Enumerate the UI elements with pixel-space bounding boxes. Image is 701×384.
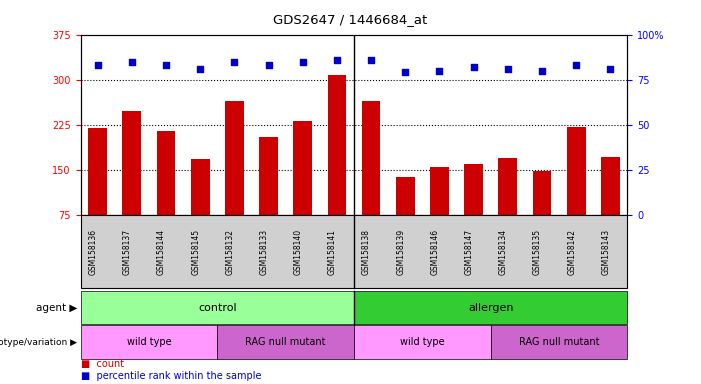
Point	[229, 59, 240, 65]
Text: GSM158141: GSM158141	[328, 228, 337, 275]
Point	[434, 68, 445, 74]
Bar	[225, 101, 244, 215]
Bar	[191, 159, 210, 215]
Text: wild type: wild type	[400, 337, 444, 347]
Bar	[533, 171, 552, 215]
Bar	[293, 121, 312, 215]
Point	[571, 62, 582, 68]
Point	[161, 62, 172, 68]
Text: GSM158143: GSM158143	[601, 228, 611, 275]
Text: ■  percentile rank within the sample: ■ percentile rank within the sample	[81, 371, 261, 381]
Text: GDS2647 / 1446684_at: GDS2647 / 1446684_at	[273, 13, 428, 26]
Bar	[88, 128, 107, 215]
Point	[605, 66, 616, 72]
Bar	[464, 164, 483, 215]
Text: GSM158146: GSM158146	[430, 228, 440, 275]
Bar	[601, 157, 620, 215]
Text: RAG null mutant: RAG null mutant	[245, 337, 326, 347]
Point	[332, 57, 343, 63]
Text: GSM158144: GSM158144	[157, 228, 166, 275]
Point	[195, 66, 206, 72]
Point	[468, 64, 479, 70]
Point	[536, 68, 547, 74]
Text: GSM158136: GSM158136	[89, 228, 97, 275]
Bar	[123, 111, 142, 215]
Point	[263, 62, 274, 68]
Text: GSM158138: GSM158138	[362, 228, 371, 275]
Bar	[396, 177, 415, 215]
Bar	[566, 127, 585, 215]
Bar	[259, 137, 278, 215]
Point	[400, 70, 411, 76]
Point	[126, 59, 137, 65]
Text: GSM158147: GSM158147	[465, 228, 474, 275]
Text: genotype/variation ▶: genotype/variation ▶	[0, 338, 77, 347]
Bar	[430, 167, 449, 215]
Bar	[362, 101, 381, 215]
Bar	[327, 75, 346, 215]
Text: agent ▶: agent ▶	[36, 303, 77, 313]
Point	[365, 57, 376, 63]
Text: GSM158137: GSM158137	[123, 228, 132, 275]
Text: GSM158134: GSM158134	[499, 228, 508, 275]
Text: GSM158142: GSM158142	[567, 228, 576, 275]
Text: control: control	[198, 303, 237, 313]
Text: wild type: wild type	[127, 337, 171, 347]
Text: RAG null mutant: RAG null mutant	[519, 337, 599, 347]
Text: GSM158132: GSM158132	[226, 228, 234, 275]
Bar	[156, 131, 175, 215]
Point	[297, 59, 308, 65]
Text: GSM158135: GSM158135	[533, 228, 542, 275]
Text: allergen: allergen	[468, 303, 513, 313]
Text: GSM158133: GSM158133	[259, 228, 268, 275]
Bar	[498, 158, 517, 215]
Point	[92, 62, 103, 68]
Text: GSM158145: GSM158145	[191, 228, 200, 275]
Point	[502, 66, 513, 72]
Text: ■  count: ■ count	[81, 359, 124, 369]
Text: GSM158139: GSM158139	[396, 228, 405, 275]
Text: GSM158140: GSM158140	[294, 228, 303, 275]
